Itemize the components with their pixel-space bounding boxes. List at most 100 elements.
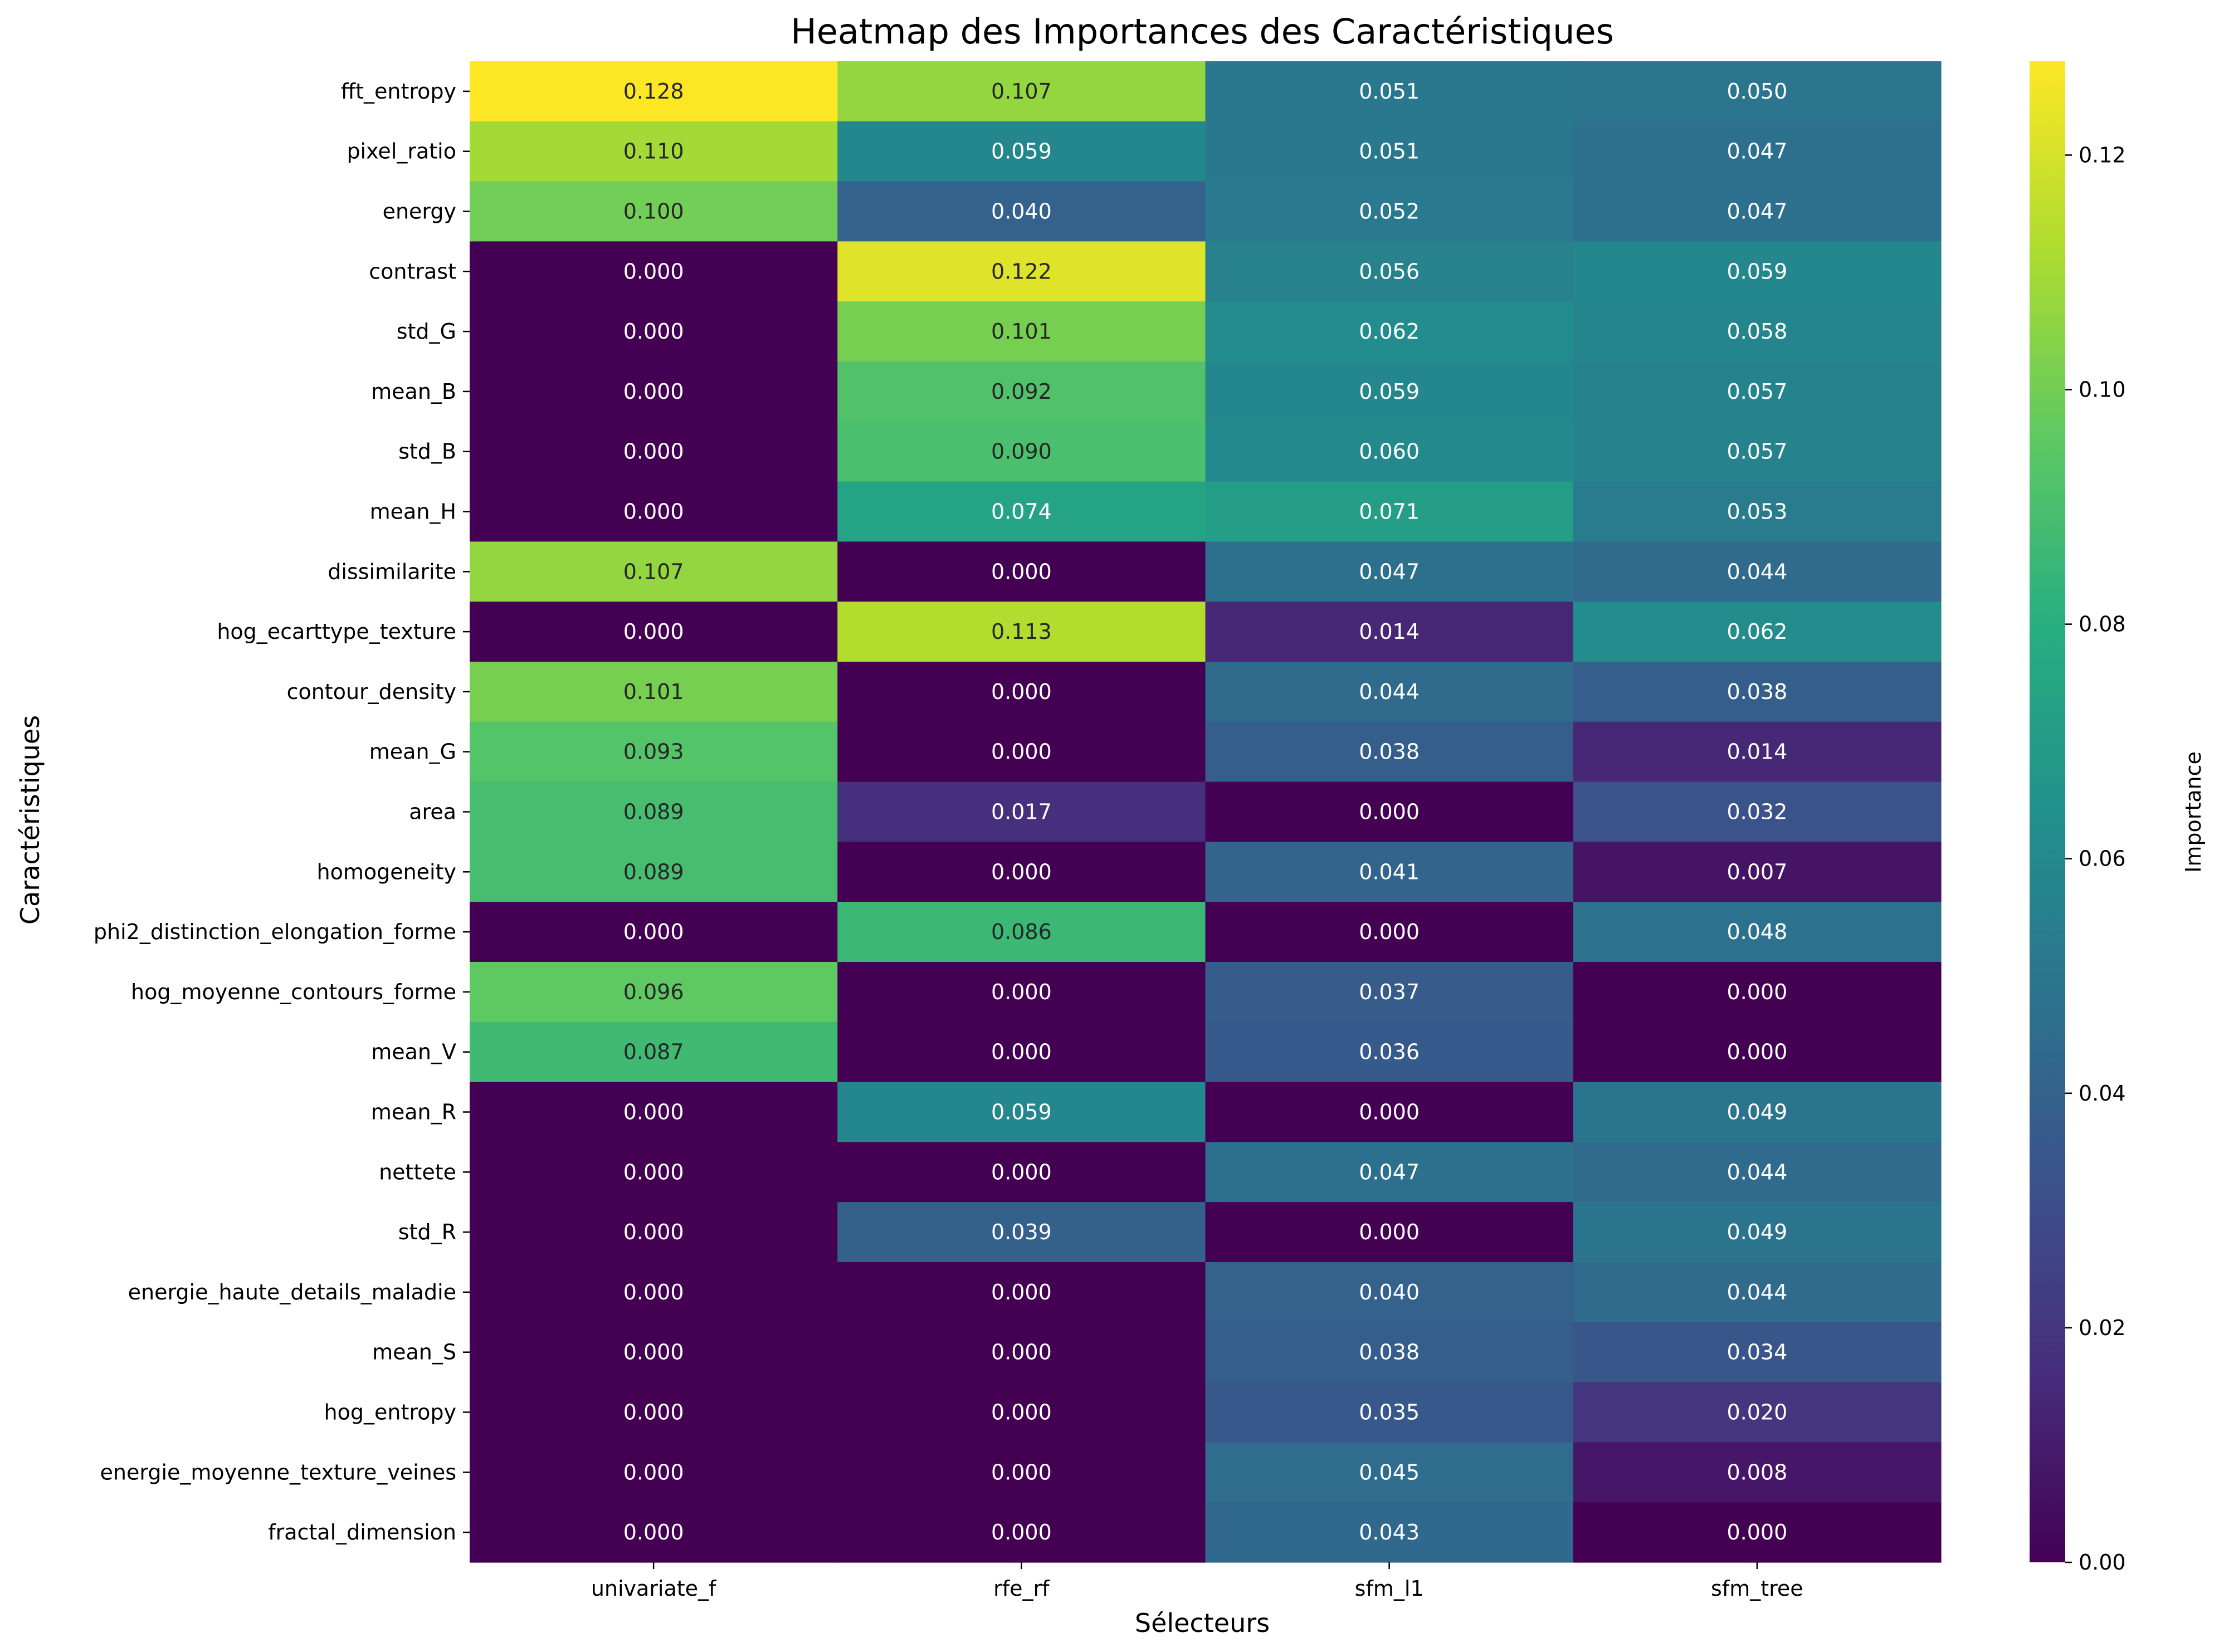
cell-value-label: 0.044 bbox=[1359, 680, 1420, 704]
cell-value-label: 0.058 bbox=[1727, 319, 1787, 344]
heatmap-cell bbox=[1205, 301, 1574, 362]
cell-value-label: 0.096 bbox=[623, 980, 684, 1004]
heatmap-cell bbox=[837, 781, 1206, 842]
cell-value-label: 0.037 bbox=[1359, 980, 1420, 1004]
cell-value-label: 0.000 bbox=[623, 1520, 684, 1545]
heatmap-cell bbox=[837, 121, 1206, 182]
heatmap-cell bbox=[1573, 842, 1942, 902]
cell-value-label: 0.000 bbox=[991, 740, 1052, 764]
heatmap-cell bbox=[1205, 1442, 1574, 1503]
heatmap-cell bbox=[1573, 781, 1942, 842]
cell-value-label: 0.059 bbox=[1359, 379, 1420, 404]
cell-value-label: 0.000 bbox=[991, 1040, 1052, 1064]
heatmap-cell bbox=[837, 842, 1206, 902]
heatmap-cell bbox=[1205, 1142, 1574, 1203]
cell-value-label: 0.040 bbox=[1359, 1280, 1420, 1304]
heatmap-cell bbox=[837, 1202, 1206, 1263]
cell-value-label: 0.000 bbox=[991, 680, 1052, 704]
y-tick-label: mean_S bbox=[372, 1340, 456, 1365]
cell-value-label: 0.122 bbox=[991, 259, 1052, 284]
cell-value-label: 0.086 bbox=[991, 920, 1052, 944]
heatmap-cell bbox=[1573, 602, 1942, 662]
heatmap-cell bbox=[470, 121, 838, 182]
heatmap-cell bbox=[837, 61, 1206, 122]
cell-value-label: 0.000 bbox=[623, 379, 684, 404]
y-tick-label: homogeneity bbox=[316, 859, 456, 884]
y-tick-label: energie_haute_details_maladie bbox=[128, 1280, 456, 1304]
cell-value-label: 0.038 bbox=[1359, 740, 1420, 764]
heatmap-cell bbox=[470, 421, 838, 482]
heatmap-cell bbox=[837, 1262, 1206, 1323]
cell-value-label: 0.000 bbox=[1727, 980, 1787, 1004]
y-tick-label: mean_R bbox=[371, 1100, 456, 1125]
x-tick-label: rfe_rf bbox=[993, 1576, 1050, 1601]
heatmap-cell bbox=[1573, 1322, 1942, 1383]
cell-value-label: 0.000 bbox=[1359, 800, 1420, 824]
heatmap-cell bbox=[837, 301, 1206, 362]
colorbar-axis: 0.00 0.02 0.04 0.06 0.08 0.10 0.12 bbox=[2065, 143, 2126, 1575]
heatmap-cell bbox=[1573, 962, 1942, 1023]
heatmap-cell bbox=[1205, 61, 1574, 122]
cell-value-label: 0.047 bbox=[1359, 1160, 1420, 1184]
cell-value-label: 0.000 bbox=[991, 559, 1052, 584]
heatmap-cell bbox=[1205, 481, 1574, 542]
y-tick-label: energy bbox=[383, 199, 456, 224]
cell-value-label: 0.045 bbox=[1359, 1460, 1420, 1484]
chart-title: Heatmap des Importances des Caractéristi… bbox=[791, 11, 1614, 52]
colorbar-label: Importance bbox=[2181, 751, 2206, 873]
cell-value-label: 0.090 bbox=[991, 439, 1052, 464]
colorbar-tick-label: 0.00 bbox=[2079, 1550, 2126, 1575]
cell-value-label: 0.100 bbox=[623, 199, 684, 224]
cell-value-label: 0.049 bbox=[1727, 1100, 1787, 1125]
cell-value-label: 0.101 bbox=[623, 680, 684, 704]
heatmap-cell bbox=[1205, 1262, 1574, 1323]
heatmap-cell bbox=[1573, 1142, 1942, 1203]
cell-value-label: 0.049 bbox=[1727, 1220, 1787, 1244]
cell-value-label: 0.110 bbox=[623, 139, 684, 164]
cell-value-label: 0.032 bbox=[1727, 800, 1787, 824]
heatmap-cell bbox=[1573, 301, 1942, 362]
cell-value-label: 0.000 bbox=[623, 1400, 684, 1425]
cell-value-label: 0.062 bbox=[1727, 619, 1787, 644]
cell-value-label: 0.000 bbox=[623, 500, 684, 524]
heatmap-cell bbox=[1205, 181, 1574, 242]
y-tick-label: contrast bbox=[369, 259, 456, 284]
cell-value-label: 0.089 bbox=[623, 859, 684, 884]
cell-value-label: 0.000 bbox=[991, 1340, 1052, 1365]
cell-value-label: 0.051 bbox=[1359, 79, 1420, 104]
heatmap-cell bbox=[470, 721, 838, 783]
cell-value-label: 0.000 bbox=[623, 1100, 684, 1125]
heatmap-cell bbox=[1573, 361, 1942, 422]
heatmap-cell bbox=[837, 1021, 1206, 1083]
heatmap-cell bbox=[837, 481, 1206, 542]
colorbar-tick-label: 0.04 bbox=[2079, 1081, 2126, 1106]
heatmap-cell bbox=[1573, 1502, 1942, 1563]
cell-value-label: 0.000 bbox=[1359, 920, 1420, 944]
heatmap-cell bbox=[837, 1502, 1206, 1563]
cell-value-label: 0.000 bbox=[991, 859, 1052, 884]
heatmap-cell bbox=[1573, 721, 1942, 783]
cell-value-label: 0.000 bbox=[1359, 1220, 1420, 1244]
y-tick-label: hog_entropy bbox=[324, 1400, 456, 1425]
heatmap-cell bbox=[837, 1442, 1206, 1503]
x-axis: univariate_f rfe_rf sfm_l1 sfm_tree bbox=[591, 1562, 1803, 1601]
heatmap-cell bbox=[1573, 241, 1942, 302]
cell-value-label: 0.057 bbox=[1727, 439, 1787, 464]
y-tick-label: mean_H bbox=[370, 500, 456, 524]
cell-value-label: 0.000 bbox=[623, 1340, 684, 1365]
heatmap-cell bbox=[1205, 1322, 1574, 1383]
cell-value-label: 0.043 bbox=[1359, 1520, 1420, 1545]
colorbar bbox=[2030, 61, 2065, 1562]
cell-value-label: 0.113 bbox=[991, 619, 1052, 644]
cell-value-label: 0.000 bbox=[1727, 1520, 1787, 1545]
y-tick-label: fft_entropy bbox=[341, 79, 456, 104]
cell-value-label: 0.074 bbox=[991, 500, 1052, 524]
colorbar-tick-label: 0.02 bbox=[2079, 1316, 2126, 1340]
heatmap-cell bbox=[837, 1082, 1206, 1142]
cell-value-label: 0.053 bbox=[1727, 500, 1787, 524]
y-tick-label: mean_V bbox=[371, 1040, 456, 1064]
cell-value-label: 0.000 bbox=[991, 1280, 1052, 1304]
cell-value-label: 0.051 bbox=[1359, 139, 1420, 164]
heatmap-cell bbox=[470, 902, 838, 962]
heatmap-cell bbox=[1573, 1262, 1942, 1323]
